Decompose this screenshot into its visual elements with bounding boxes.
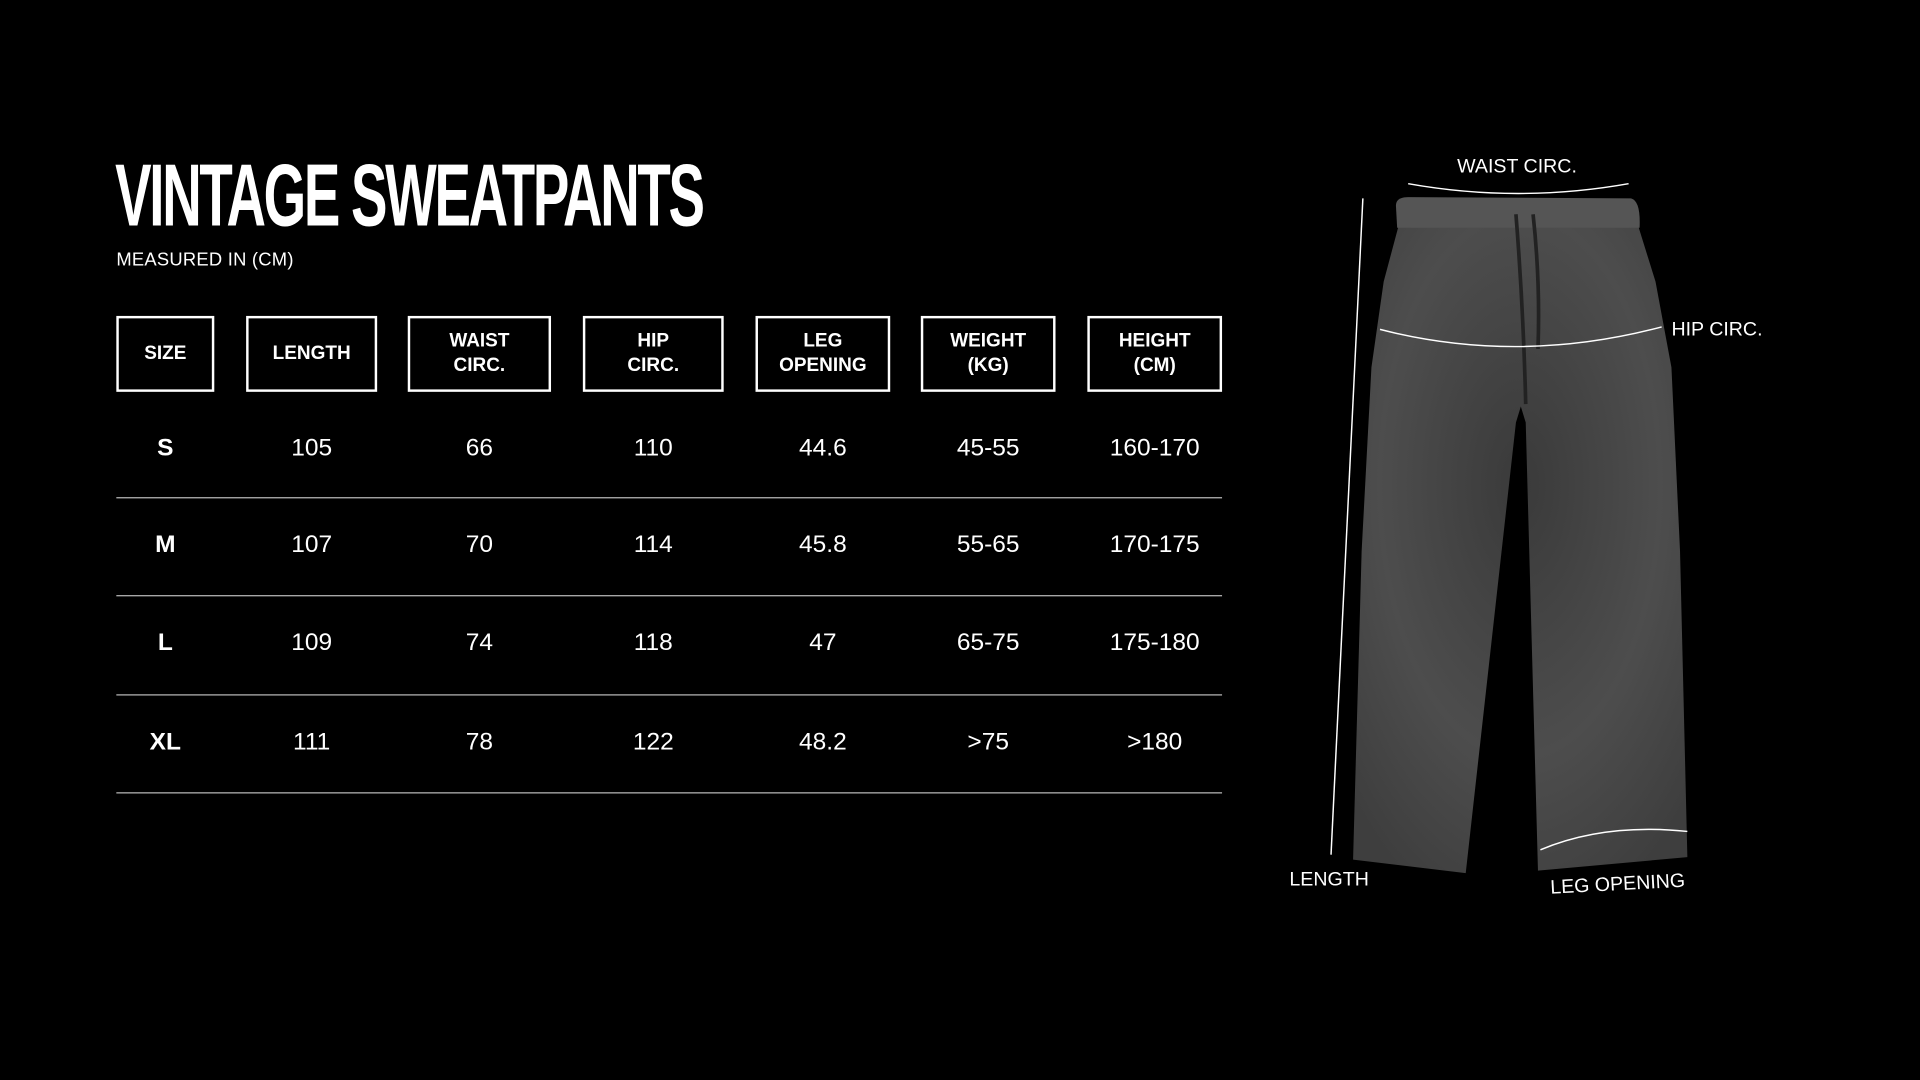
cell-waist-circ: 66 [465,434,494,462]
cell-hip-circ: 114 [633,531,673,559]
cell-hip-circ: 118 [633,629,673,657]
cell-leg-opening: 48.2 [799,728,847,756]
hip-circ-label: HIP CIRC. [1671,319,1763,341]
cell-hip-circ: 110 [633,434,673,462]
leg-opening-measure-line [1540,828,1688,851]
cell-size: XL [149,728,181,756]
cell-size: M [155,531,176,559]
cell-height: 170-175 [1109,531,1200,559]
waist-measure-line [1408,182,1629,195]
cell-waist-circ: 78 [465,728,494,756]
header-height: HEIGHT (CM) [1087,315,1223,392]
row-divider [116,497,1223,499]
cell-length: 105 [291,434,333,462]
cell-size: S [157,434,174,462]
header-waist-circ: WAIST CIRC. [407,315,552,392]
length-measure-line [1330,198,1364,855]
cell-weight: 55-65 [956,531,1020,559]
cell-leg-opening: 44.6 [799,434,847,462]
waistband [1395,197,1640,228]
cell-waist-circ: 70 [465,531,494,559]
cell-weight: 65-75 [956,629,1020,657]
length-label: LENGTH [1289,869,1369,891]
page-subtitle: MEASURED IN (CM) [116,249,294,271]
cell-waist-circ: 74 [465,629,494,657]
cell-hip-circ: 122 [632,728,674,756]
header-weight: WEIGHT (KG) [920,315,1056,392]
cell-height: >180 [1127,728,1183,756]
row-divider [116,694,1223,696]
cell-length: 109 [291,629,333,657]
hip-measure-line [1379,326,1662,348]
row-divider [116,792,1223,794]
waist-circ-label: WAIST CIRC. [1457,156,1577,178]
page-title: VINTAGE SWEATPANTS [115,146,705,245]
header-hip-circ: HIP CIRC. [582,315,724,392]
sweatpants-image [1353,226,1688,874]
cell-weight: 45-55 [956,434,1020,462]
cell-height: 175-180 [1109,629,1200,657]
cell-leg-opening: 47 [809,629,837,657]
header-leg-opening: LEG OPENING [755,315,891,392]
cell-height: 160-170 [1109,434,1200,462]
cell-size: L [157,629,173,657]
drawstring [1514,214,1541,405]
cell-length: 107 [291,531,333,559]
row-divider [116,595,1223,597]
cell-weight: >75 [967,728,1009,756]
cell-leg-opening: 45.8 [799,531,847,559]
cell-length: 111 [293,728,331,756]
header-size: SIZE [116,315,215,392]
header-length: LENGTH [246,315,378,392]
